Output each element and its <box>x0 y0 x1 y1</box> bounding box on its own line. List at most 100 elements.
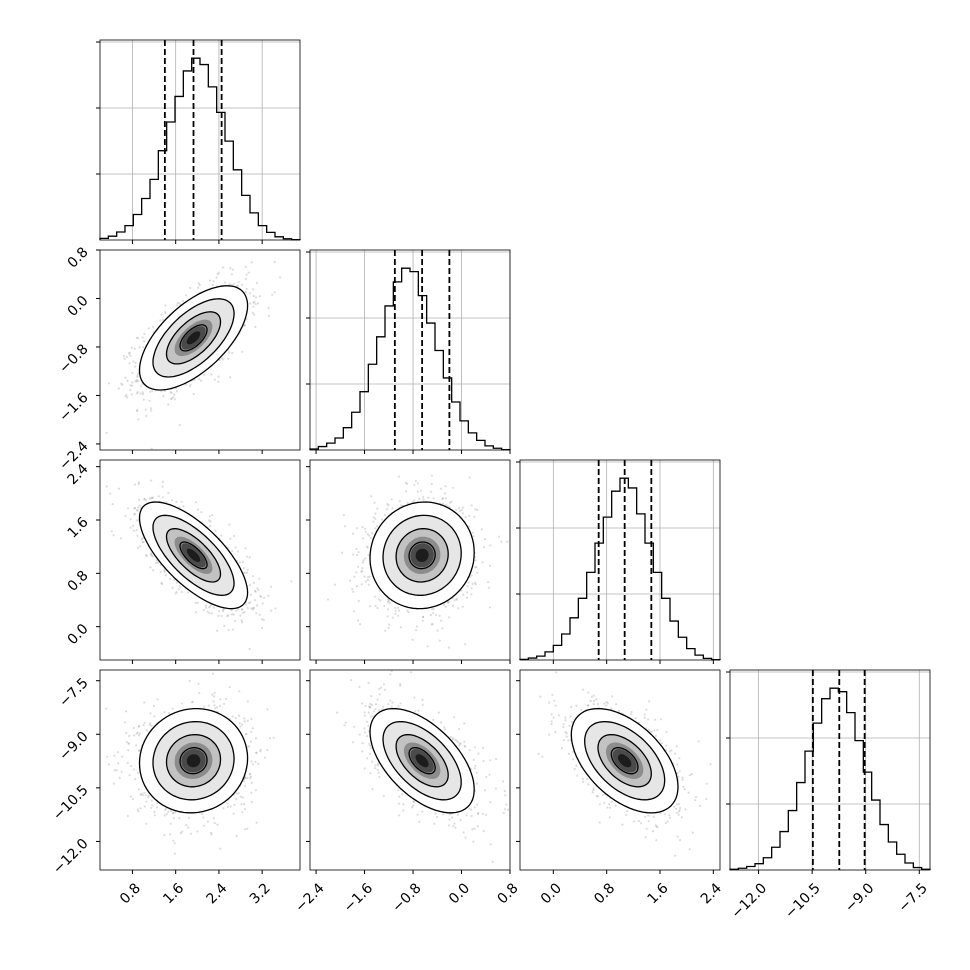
scatter-point <box>136 372 139 375</box>
scatter-point <box>376 606 379 610</box>
scatter-point <box>414 480 417 483</box>
scatter-point <box>455 597 458 600</box>
scatter-point <box>430 474 433 477</box>
scatter-point <box>360 570 363 573</box>
scatter-point <box>360 570 364 573</box>
scatter-point <box>119 537 123 540</box>
scatter-point <box>349 579 352 582</box>
scatter-point <box>176 390 179 393</box>
scatter-point <box>162 395 165 398</box>
scatter-point <box>137 336 140 340</box>
scatter-point <box>262 618 265 622</box>
scatter-point <box>203 373 206 376</box>
scatter-point <box>216 273 219 276</box>
scatter-point <box>261 618 264 621</box>
scatter-point <box>196 508 200 511</box>
scatter-point <box>245 555 249 558</box>
scatter-point <box>243 803 246 806</box>
scatter-point <box>209 605 212 608</box>
scatter-point <box>112 534 115 537</box>
scatter-point <box>223 702 226 705</box>
scatter-point <box>448 501 452 504</box>
scatter-point <box>366 576 369 579</box>
scatter-point <box>446 600 450 604</box>
scatter-panel-4-1 <box>96 669 301 874</box>
scatter-point <box>130 346 133 349</box>
scatter-point <box>238 722 241 725</box>
scatter-point <box>375 525 379 528</box>
scatter-point <box>249 775 252 778</box>
scatter-point <box>134 361 137 365</box>
scatter-point <box>245 603 248 606</box>
scatter-point <box>355 571 358 574</box>
scatter-point <box>422 495 425 499</box>
scatter-point <box>212 280 215 283</box>
scatter-point <box>249 601 252 604</box>
scatter-point <box>231 268 234 271</box>
scatter-point <box>117 387 120 390</box>
scatter-point <box>248 647 251 651</box>
scatter-point <box>151 496 154 500</box>
scatter-point <box>227 546 230 549</box>
scatter-point <box>261 602 264 605</box>
scatter-point <box>397 609 401 612</box>
scatter-point <box>128 351 131 354</box>
scatter-point <box>257 302 260 305</box>
histogram-step-line <box>99 57 301 241</box>
scatter-point <box>252 581 255 585</box>
scatter-point <box>169 391 172 394</box>
density-fill-6 <box>415 548 429 562</box>
scatter-point <box>149 566 152 569</box>
scatter-point <box>127 352 130 355</box>
scatter-point <box>187 826 190 829</box>
scatter-point <box>111 503 114 506</box>
scatter-point <box>466 585 469 588</box>
scatter-point <box>326 598 330 601</box>
scatter-point <box>290 580 293 583</box>
scatter-point <box>356 554 359 557</box>
scatter-point <box>192 392 195 396</box>
scatter-point <box>455 598 458 601</box>
scatter-point <box>241 608 244 611</box>
scatter-point <box>175 591 178 594</box>
scatter-panel-3-2 <box>306 459 511 664</box>
scatter-point <box>157 495 160 498</box>
scatter-point <box>474 566 477 569</box>
scatter-point <box>223 625 226 628</box>
scatter-point <box>211 672 215 675</box>
scatter-point <box>133 483 136 486</box>
scatter-point <box>246 745 249 748</box>
scatter-point <box>419 489 423 492</box>
scatter-point <box>254 589 257 593</box>
scatter-point <box>211 513 214 517</box>
scatter-point <box>236 550 239 553</box>
scatter-point <box>258 577 261 580</box>
scatter-point <box>194 611 197 614</box>
scatter-point <box>150 799 153 802</box>
scatter-point <box>208 612 211 615</box>
scatter-point <box>242 780 245 783</box>
scatter-point <box>253 606 256 610</box>
scatter-point <box>228 282 231 285</box>
scatter-point <box>240 619 243 622</box>
scatter-point <box>259 594 262 598</box>
scatter-point <box>355 547 358 551</box>
scatter-point <box>237 792 240 795</box>
scatter-point <box>220 614 223 618</box>
scatter-point <box>386 502 389 506</box>
scatter-point <box>474 581 477 584</box>
panel-frame <box>309 459 511 661</box>
scatter-point <box>237 281 240 284</box>
scatter-point <box>221 357 224 360</box>
scatter-point <box>105 485 108 488</box>
scatter-point <box>136 534 139 538</box>
scatter-point <box>143 340 146 343</box>
scatter-point <box>142 346 145 349</box>
scatter-point <box>131 524 135 527</box>
scatter-point <box>256 587 259 590</box>
scatter-point <box>239 614 242 617</box>
scatter-point <box>474 583 477 586</box>
scatter-point <box>250 607 253 610</box>
panel-background <box>730 670 930 870</box>
scatter-point <box>438 614 441 617</box>
